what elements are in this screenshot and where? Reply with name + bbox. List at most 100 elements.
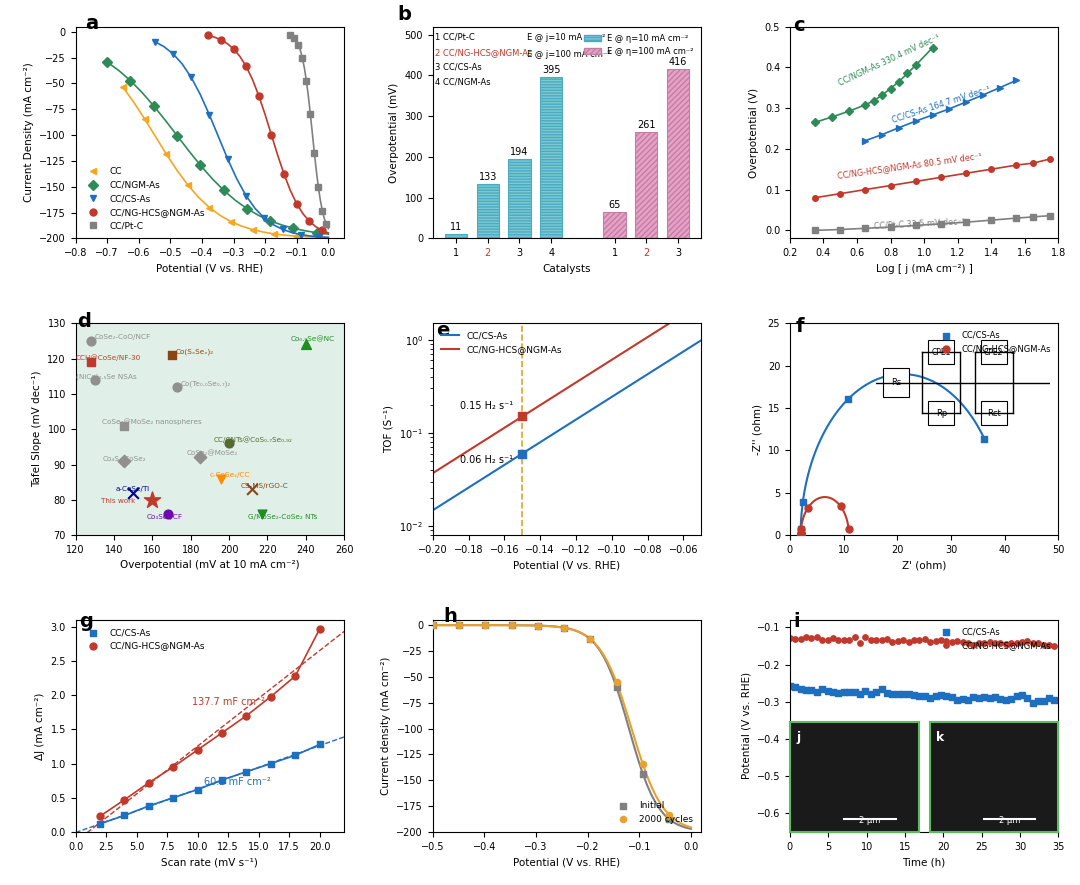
CC/CS-As [1008,689,1025,703]
CC/CS-As [819,684,836,698]
CC [203,202,216,212]
CC/CS-As [813,681,831,696]
CC/CS-As [851,687,868,701]
Text: Co₀.₉Se@NC: Co₀.₉Se@NC [291,335,335,342]
Point [159,507,176,521]
CC/CS-As [910,689,928,703]
Text: E @ j=100 mA cm⁻²: E @ j=100 mA cm⁻² [527,50,610,59]
Text: CoSe₂@MoSe₂: CoSe₂@MoSe₂ [187,450,238,457]
2000 cycles [529,619,546,633]
CC/CS-As [867,685,885,699]
CC/CS-As [932,688,949,702]
Y-axis label: ΔJ (mA cm⁻²): ΔJ (mA cm⁻²) [35,692,45,759]
CC/CS-As [1035,694,1052,708]
CC/NG-HCS@NGM-As [262,689,280,704]
CC/NG-HCS@NGM-As [813,633,831,647]
CC/NG-HCS@NGM-As [867,633,885,647]
Text: Co(SₓSeₓ)₂: Co(SₓSeₓ)₂ [175,349,214,355]
CC/NG-HCS@NGM-As [302,216,315,227]
CC/CS-As [959,693,976,707]
CC/NG-HCS@NGM-As [116,793,133,807]
CC/NG-HCS@NGM-As [959,636,976,650]
Initial [582,632,599,646]
CC/CS-As [203,110,216,120]
CC/NG-HCS@NGM-As [889,635,906,649]
Initial [608,681,625,695]
Text: This work: This work [100,498,135,504]
Legend: CC/CS-As, CC/NG-HCS@NGM-As: CC/CS-As, CC/NG-HCS@NGM-As [437,327,565,358]
CC/NG-HCS@NGM-As [498,422,511,433]
CC/CS-As [1045,693,1063,707]
CC/Pt-C [303,109,316,119]
CC/NG-HCS@NGM-As [227,43,240,54]
CC/CS-As [476,473,489,484]
CC/NG-HCS@NGM-As [840,633,858,647]
CC [117,82,130,93]
CC/CS-As [1018,690,1036,704]
CC/NG-HCS@NGM-As [140,775,158,789]
Text: CC/NG-HCS@NGM-As 80.5 mV dec⁻¹: CC/NG-HCS@NGM-As 80.5 mV dec⁻¹ [837,151,983,181]
2000 cycles [608,675,625,689]
CC/CS-As [148,36,161,47]
CC/CS-As [900,687,917,701]
Point [514,410,531,424]
CC [311,232,324,242]
CC/NG-HCS@NGM-As [832,499,849,513]
Line: CC/CS-As: CC/CS-As [433,340,701,511]
X-axis label: Time (h): Time (h) [903,858,946,867]
CC/NG-HCS@NGM-As [315,225,328,235]
CC/NG-HCS@NGM-As [1002,636,1020,650]
Text: 416: 416 [669,57,687,67]
CC/CS-As [839,392,856,406]
CC/NG-HCS@NGM-As [829,634,847,648]
Text: e: e [436,321,449,340]
CC/NG-HCS@NGM-As [894,634,912,648]
CC/Pt-C [292,40,305,50]
2000 cycles [503,618,521,632]
CC/CS-As [1002,691,1020,705]
Text: CC/CS-As 164.7 mV dec⁻¹: CC/CS-As 164.7 mV dec⁻¹ [891,84,991,124]
CC/CS-As [786,681,804,695]
Text: 1 CC/Pt-C: 1 CC/Pt-C [435,33,475,42]
Bar [509,159,530,238]
Point [124,486,141,500]
CC/NG-HCS@NGM-As [437,461,450,472]
CC/NGM-As [264,215,276,226]
CC [138,113,151,124]
Text: CC/Pt-C 32.5 mV dec⁻¹: CC/Pt-C 32.5 mV dec⁻¹ [874,217,966,230]
CC/CS-As [792,522,809,536]
CC/CS-As [140,799,158,813]
CC/CS-As [948,693,966,707]
CC/NG-HCS@NGM-As [797,630,814,644]
Point [213,472,230,486]
CC/CS-As [975,432,993,446]
CC/CS-As [916,689,933,704]
CC/NG-HCS@NGM-As [856,630,874,644]
Point [114,419,132,433]
CC/Pt-C [284,29,297,40]
Text: CC/NGM-As 330.4 mV dec⁻¹: CC/NGM-As 330.4 mV dec⁻¹ [837,33,942,88]
Text: h: h [443,607,457,626]
CC/CS-As [883,688,901,702]
CC/NG-HCS@NGM-As [905,633,922,647]
2000 cycles [660,808,677,822]
CC/NG-HCS@NGM-As [954,635,971,650]
2000 cycles [634,757,651,771]
CC/CS-As [92,817,109,831]
Point [168,380,186,394]
CC/NG-HCS@NGM-As [793,522,810,536]
CC/CS-As [694,335,707,345]
CC/CS-As [921,690,939,704]
Text: a-CoSe/Ti: a-CoSe/Ti [116,486,150,492]
Point [82,355,99,369]
Text: d: d [78,312,92,331]
Text: c-CoSe₂/CC: c-CoSe₂/CC [210,472,251,478]
Text: 60.2 mF cm⁻²: 60.2 mF cm⁻² [204,777,270,788]
CC/NG-HCS@NGM-As [878,632,895,646]
Line: CC/NG-HCS@NGM-As: CC/NG-HCS@NGM-As [433,304,701,473]
Point [82,334,99,348]
Y-axis label: -Z'' (ohm): -Z'' (ohm) [752,404,762,455]
CC/NGM-As [147,101,160,112]
CC/CS-As [681,343,694,354]
CC/NG-HCS@NGM-As [1018,635,1036,649]
